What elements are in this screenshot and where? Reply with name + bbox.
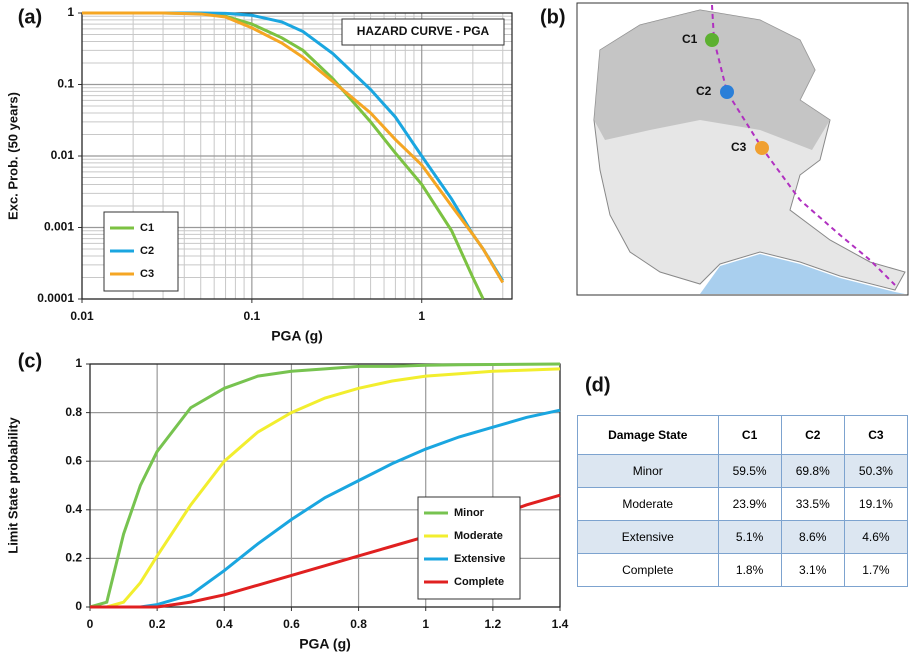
y-tick-label: 0.001 [44, 220, 74, 234]
y-tick-label: 0.01 [51, 148, 75, 162]
table-cell: 33.5% [781, 488, 844, 521]
legend-label: C3 [140, 268, 154, 280]
y-axis-label: Limit State probability [5, 416, 20, 553]
header-cell: Damage State [578, 416, 719, 455]
legend-label: Extensive [454, 553, 505, 565]
header-cell: C1 [718, 416, 781, 455]
x-tick-label: 0.1 [244, 309, 261, 323]
y-tick-label: 1 [75, 356, 82, 370]
site-label: C3 [731, 140, 747, 154]
site-marker [705, 33, 719, 47]
y-tick-label: 0.8 [65, 405, 82, 419]
table-cell: 5.1% [718, 521, 781, 554]
panel-label: (d) [585, 374, 611, 396]
panel-label: (a) [18, 6, 42, 28]
header-cell: C2 [781, 416, 844, 455]
table-cell: Complete [578, 554, 719, 587]
x-tick-label: 1.2 [485, 617, 502, 631]
site-marker [720, 85, 734, 99]
table-cell: 59.5% [718, 455, 781, 488]
legend-label: Complete [454, 576, 504, 588]
x-axis-label: PGA (g) [271, 328, 323, 344]
header-row: Damage State C1 C2 C3 [578, 416, 908, 455]
x-tick-label: 1 [422, 617, 429, 631]
x-tick-label: 0.01 [70, 309, 94, 323]
table-cell: Extensive [578, 521, 719, 554]
site-label: C2 [696, 84, 712, 98]
y-tick-label: 0.6 [65, 453, 82, 467]
table-cell: 50.3% [844, 455, 907, 488]
table-cell: 19.1% [844, 488, 907, 521]
annotation: HAZARD CURVE - PGA [357, 24, 490, 38]
y-tick-label: 1 [67, 5, 74, 19]
y-tick-label: 0.4 [65, 502, 82, 516]
x-tick-label: 0.4 [216, 617, 233, 631]
table-cell: Minor [578, 455, 719, 488]
panel-label: (c) [18, 350, 42, 372]
x-tick-label: 0 [87, 617, 94, 631]
table-cell: 69.8% [781, 455, 844, 488]
x-tick-label: 1.4 [552, 617, 569, 631]
y-tick-label: 0.1 [57, 77, 74, 91]
table-cell: 8.6% [781, 521, 844, 554]
table-cell: 1.8% [718, 554, 781, 587]
table-cell: 3.1% [781, 554, 844, 587]
y-tick-label: 0.2 [65, 551, 82, 565]
y-axis-label: Exc. Prob. (50 years) [5, 92, 20, 220]
legend-label: Moderate [454, 530, 503, 542]
header-cell: C3 [844, 416, 907, 455]
legend-label: C2 [140, 245, 154, 257]
x-axis-label: PGA (g) [299, 636, 351, 652]
site-label: C1 [682, 32, 698, 46]
figure: (b) C1 C2 C3 (d) 0.01 0.1 1 0.0001 0.001 0.01… [0, 0, 911, 663]
table-cell: 4.6% [844, 521, 907, 554]
table-cell: Moderate [578, 488, 719, 521]
x-tick-label: 0.6 [283, 617, 300, 631]
x-tick-label: 0.2 [149, 617, 166, 631]
site-marker [755, 141, 769, 155]
x-tick-label: 1 [418, 309, 425, 323]
legend-label: Minor [454, 507, 485, 519]
table-cell: 23.9% [718, 488, 781, 521]
table-cell: 1.7% [844, 554, 907, 587]
y-tick-label: 0.0001 [37, 291, 74, 305]
x-tick-label: 0.8 [350, 617, 367, 631]
panel-label: (b) [540, 6, 566, 28]
y-tick-label: 0 [75, 599, 82, 613]
legend-label: C1 [140, 222, 154, 234]
